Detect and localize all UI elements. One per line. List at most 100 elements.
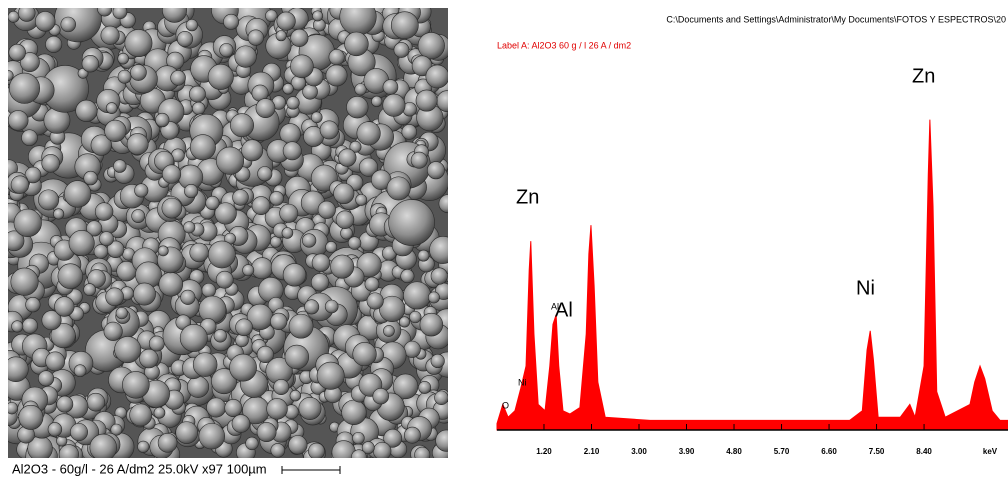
grain — [383, 325, 395, 337]
grain — [325, 241, 338, 254]
grain — [73, 364, 87, 378]
grain — [404, 426, 421, 444]
grain — [436, 90, 448, 113]
grain — [419, 312, 444, 337]
grain — [265, 9, 278, 22]
grain — [344, 31, 369, 57]
sem-grains — [8, 8, 448, 458]
grain — [215, 270, 234, 289]
grain — [139, 348, 159, 369]
grain — [401, 124, 418, 140]
grain — [63, 180, 92, 208]
grain — [83, 283, 96, 297]
x-axis-label: keV — [983, 447, 998, 456]
grain — [54, 296, 75, 317]
grain — [333, 182, 355, 205]
grain — [382, 79, 399, 95]
grain — [417, 249, 430, 262]
grain — [192, 352, 218, 377]
grain — [417, 32, 445, 60]
grain — [161, 197, 183, 219]
grain — [25, 297, 41, 313]
grain — [157, 245, 169, 257]
sem-caption: Al2O3 - 60g/l - 26 A/dm2 25.0kV x97 100µ… — [12, 461, 267, 476]
grain — [124, 29, 153, 58]
grain — [105, 102, 118, 114]
grain — [60, 16, 76, 33]
x-tick-label: 2.10 — [584, 447, 600, 456]
grain — [383, 428, 403, 448]
grain — [56, 395, 74, 413]
peak-label: Ni — [518, 377, 527, 387]
grain — [335, 210, 355, 229]
grain — [81, 55, 100, 73]
grain — [215, 146, 245, 175]
grain — [232, 189, 249, 206]
grain — [117, 69, 132, 84]
grain — [21, 129, 38, 147]
grain — [99, 231, 114, 247]
grain — [247, 29, 264, 46]
grain — [162, 8, 187, 23]
grain — [122, 371, 150, 399]
grain — [435, 429, 448, 452]
grain — [438, 194, 448, 214]
grain — [50, 322, 76, 349]
grain — [270, 443, 286, 458]
grain — [266, 398, 288, 420]
grain — [8, 401, 18, 415]
grain — [207, 63, 234, 90]
x-tick-label: 6.60 — [821, 447, 837, 456]
grain — [290, 54, 314, 79]
grain — [229, 353, 257, 382]
grain — [388, 199, 435, 246]
grain — [256, 345, 274, 363]
grain — [372, 387, 389, 405]
grain — [10, 267, 39, 296]
grain — [242, 264, 255, 277]
grain — [379, 295, 406, 322]
grain — [273, 378, 290, 395]
grain — [223, 13, 240, 30]
x-tick-label: 3.90 — [679, 447, 695, 456]
grain — [189, 85, 206, 103]
grain — [129, 403, 153, 427]
grain — [57, 263, 84, 289]
grain — [371, 95, 383, 107]
grain — [86, 220, 103, 237]
grain — [224, 399, 243, 417]
grain — [103, 321, 123, 341]
x-tick-label: 5.70 — [774, 447, 790, 456]
grain — [97, 8, 113, 17]
grain — [245, 436, 259, 451]
grain — [339, 8, 377, 36]
grain — [418, 380, 432, 394]
grain — [301, 233, 317, 248]
grain — [312, 10, 324, 22]
sem-image — [8, 8, 448, 458]
grain — [83, 170, 98, 186]
grain — [158, 271, 184, 297]
grain — [284, 344, 310, 370]
grain — [213, 329, 227, 343]
spectrum-label: Label A: Al2O3 60 g / l 26 A / dm2 — [497, 40, 631, 50]
grain — [403, 281, 432, 310]
grain — [425, 64, 448, 89]
grain — [86, 392, 106, 412]
grain — [276, 11, 296, 31]
grain — [41, 310, 62, 331]
grain — [415, 89, 438, 112]
grain — [364, 276, 380, 292]
grain — [346, 96, 369, 119]
grain — [117, 52, 129, 65]
grain — [356, 121, 381, 146]
grain — [338, 148, 357, 167]
grain — [68, 230, 95, 257]
grain — [214, 202, 237, 225]
grain — [356, 252, 382, 278]
grain — [75, 99, 98, 122]
x-tick-label: 4.80 — [726, 447, 742, 456]
grain — [153, 406, 166, 419]
grain — [289, 389, 302, 402]
